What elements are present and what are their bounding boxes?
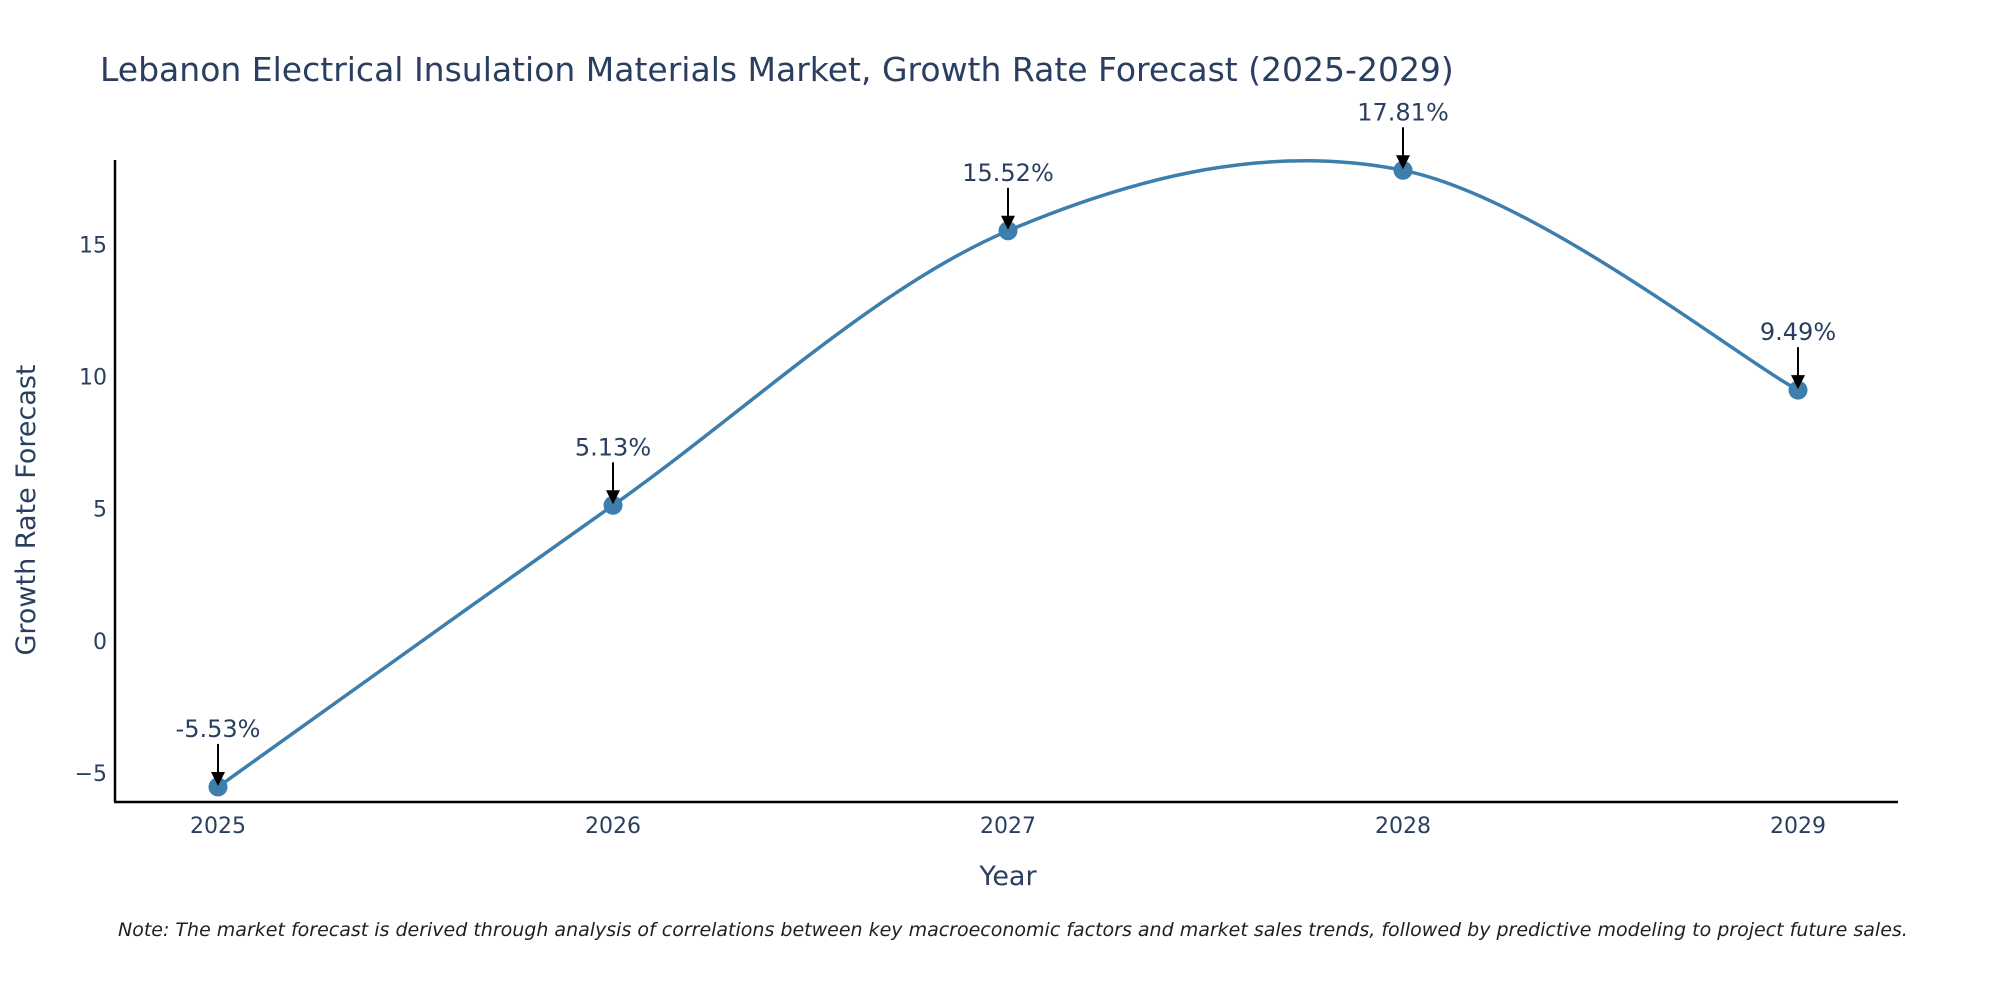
data-label: 5.13% bbox=[575, 433, 651, 461]
plot-area: −5 0 5 10 15 2025 2026 2027 2028 2029 -5.53% 5.13% 1… bbox=[75, 98, 1898, 839]
x-tick-label: 2028 bbox=[1375, 814, 1431, 839]
footnote: Note: The market forecast is derived thr… bbox=[118, 919, 1908, 941]
annotation-arrowhead bbox=[1396, 155, 1410, 170]
data-label: 17.81% bbox=[1357, 98, 1449, 126]
annotation-arrowhead bbox=[211, 771, 225, 786]
y-tick-label: 5 bbox=[93, 498, 107, 523]
data-label: 9.49% bbox=[1760, 318, 1836, 346]
data-label: -5.53% bbox=[176, 715, 261, 743]
y-axis-title: Growth Rate Forecast bbox=[11, 364, 42, 655]
x-tick-label: 2026 bbox=[585, 814, 641, 839]
data-label: 15.52% bbox=[962, 159, 1054, 187]
series-line bbox=[216, 158, 1799, 789]
y-tick-label: 15 bbox=[79, 234, 107, 259]
data-point-marker bbox=[1788, 380, 1808, 400]
annotation-arrowhead bbox=[606, 490, 620, 505]
data-point-marker bbox=[208, 777, 228, 797]
annotation-arrowhead bbox=[1791, 375, 1805, 390]
data-point-marker bbox=[998, 221, 1018, 241]
y-tick-label: −5 bbox=[75, 762, 107, 787]
data-point-marker bbox=[1393, 160, 1413, 180]
x-axis-title: Year bbox=[978, 861, 1037, 892]
x-tick-label: 2027 bbox=[980, 814, 1036, 839]
annotation-arrowhead bbox=[1001, 215, 1015, 230]
chart-title: Lebanon Electrical Insulation Materials … bbox=[100, 50, 1454, 89]
x-tick-label: 2029 bbox=[1770, 814, 1826, 839]
y-tick-label: 0 bbox=[93, 630, 107, 655]
y-tick-label: 10 bbox=[79, 366, 107, 391]
x-tick-label: 2025 bbox=[190, 814, 246, 839]
data-point-marker bbox=[603, 495, 623, 515]
